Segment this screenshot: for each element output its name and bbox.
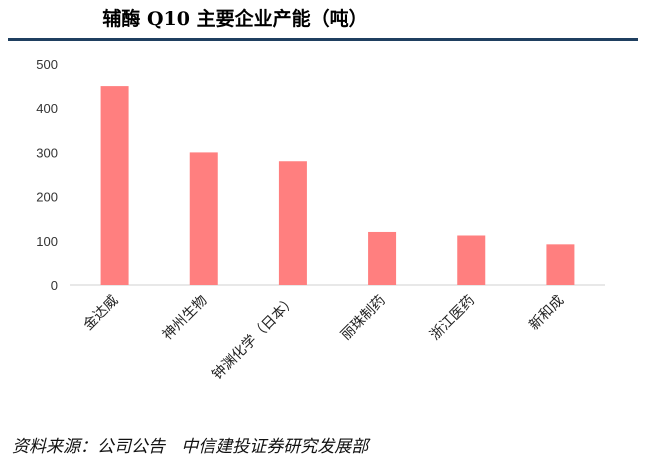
bar xyxy=(457,235,486,285)
title-divider xyxy=(8,38,638,41)
y-tick-label: 200 xyxy=(36,190,58,205)
x-category-label: 金达威 xyxy=(80,293,121,334)
x-category-label: 神州生物 xyxy=(160,293,211,344)
x-category-label: 浙江医药 xyxy=(427,293,478,344)
y-tick-label: 300 xyxy=(36,145,58,160)
y-tick-label: 500 xyxy=(36,57,58,72)
y-tick-label: 100 xyxy=(36,234,58,249)
x-category-label: 钟渊化学（日本） xyxy=(209,292,300,383)
source-note: 资料来源：公司公告 中信建投证券研究发展部 xyxy=(12,437,369,457)
y-tick-label: 400 xyxy=(36,101,58,116)
bar xyxy=(100,86,129,285)
bar xyxy=(546,244,575,285)
chart-title: 辅酶 Q10 主要企业产能（吨） xyxy=(102,8,368,30)
x-category-label: 丽珠制药 xyxy=(338,293,389,344)
bar xyxy=(368,231,397,285)
y-tick-label: 0 xyxy=(51,278,58,293)
x-category-label: 新和成 xyxy=(526,293,567,334)
bar xyxy=(189,152,218,285)
bar xyxy=(278,161,307,285)
